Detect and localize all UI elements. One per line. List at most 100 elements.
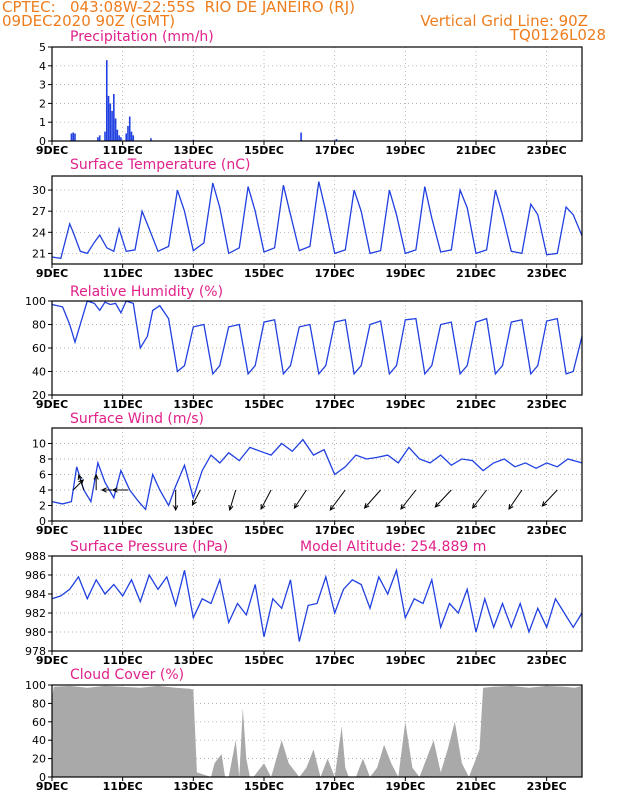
pres-ytick: 984: [25, 588, 46, 601]
pres-ytick: 988: [25, 550, 46, 563]
temp-xtick: 17DEC: [315, 267, 355, 280]
rh-xtick: 9DEC: [36, 398, 68, 411]
pres-ytick: 982: [25, 607, 46, 620]
pres-xtick: 21DEC: [456, 654, 496, 667]
precip-panel: 0 1 2 3 4 5 9DEC 11DEC 13DEC 15DEC 17DEC 19DEC 21DEC…: [36, 29, 583, 157]
pres-ytick: 980: [25, 626, 46, 639]
wind-arrow: [228, 489, 237, 512]
pres-xtick: 9DEC: [36, 654, 68, 667]
header-code: TQ0126L028: [509, 26, 606, 44]
precip-bar: [132, 135, 135, 141]
rh-ytick: 60: [32, 342, 46, 355]
wind-ytick: 0: [39, 515, 46, 528]
precip-bar: [130, 131, 133, 141]
rh-xtick: 17DEC: [315, 398, 355, 411]
temp-xtick: 15DEC: [244, 267, 284, 280]
cloud-frame: [51, 684, 583, 778]
cloud-ytick: 0: [39, 771, 46, 784]
precip-xtick: 17DEC: [315, 144, 355, 157]
wind-xtick: 19DEC: [385, 524, 425, 537]
pres-model-altitude: Model Altitude: 254.889 m: [300, 539, 486, 555]
cloud-panel: 0 20 40 60 80 100 9DEC 11DEC 13DEC 15DEC 17DEC 19DE…: [25, 667, 583, 793]
precip-xtick: 19DEC: [385, 144, 425, 157]
cloud-xtick: 17DEC: [315, 780, 355, 793]
precip-ytick: 3: [39, 79, 46, 92]
precip-bar: [111, 110, 113, 141]
cloud-xtick: 15DEC: [244, 780, 284, 793]
wind-arrow: [111, 487, 128, 493]
temp-xtick: 19DEC: [385, 267, 425, 280]
pres-line: [51, 567, 583, 642]
pres-ytick: 978: [25, 645, 46, 658]
rh-ytick: 40: [32, 366, 46, 379]
precip-ytick: 2: [39, 97, 46, 110]
wind-xtick: 13DEC: [173, 524, 213, 537]
header-date: 09DEC2020 90Z (GMT): [2, 12, 176, 30]
wind-xtick: 21DEC: [456, 524, 496, 537]
precip-bar: [335, 139, 338, 141]
header-station: CPTEC: 043:08W-22:55S RIO DE JANEIRO (RJ…: [2, 0, 355, 16]
temp-ytick: 21: [32, 247, 46, 260]
cloud-xtick: 21DEC: [456, 780, 496, 793]
precip-ytick: 5: [39, 41, 46, 54]
temp-ytick: 30: [32, 184, 46, 197]
precip-xtick: 13DEC: [173, 144, 213, 157]
rh-xtick: 13DEC: [173, 398, 213, 411]
header-grid-note: Vertical Grid Line: 90Z: [420, 12, 588, 30]
cloud-ytick: 40: [32, 734, 46, 747]
temp-xtick: 11DEC: [103, 267, 143, 280]
precip-bar: [114, 118, 117, 141]
wind-xtick: 15DEC: [244, 524, 284, 537]
precip-bar: [74, 133, 76, 141]
precip-bar: [125, 133, 127, 141]
temp-ytick: 27: [32, 205, 46, 218]
wind-xtick: 11DEC: [103, 524, 143, 537]
precip-xtick: 11DEC: [103, 144, 143, 157]
wind-line: [51, 438, 583, 511]
precip-bar: [97, 137, 99, 141]
precip-bar: [98, 135, 101, 141]
cloud-ytick: 100: [25, 679, 46, 692]
precip-title: Precipitation (mm/h): [70, 29, 214, 45]
precip-xtick: 15DEC: [244, 144, 284, 157]
cloud-xtick: 11DEC: [103, 780, 143, 793]
wind-xtick: 17DEC: [315, 524, 355, 537]
wind-arrow: [541, 489, 558, 507]
pres-xtick: 19DEC: [385, 654, 425, 667]
wind-arrow: [77, 473, 85, 491]
wind-panel: 0 2 4 6 8 10 9DEC 11DEC 13DEC 15DEC 17DEC 19DEC 21DE…: [32, 411, 583, 537]
temp-line: [51, 181, 583, 260]
cloud-ytick: 20: [32, 753, 46, 766]
pres-xtick: 23DEC: [527, 654, 567, 667]
rh-line: [51, 300, 583, 376]
rh-xtick: 21DEC: [456, 398, 496, 411]
precip-ytick: 1: [39, 116, 46, 129]
pres-xtick: 13DEC: [173, 654, 213, 667]
wind-arrow: [173, 490, 179, 512]
cloud-area: [52, 685, 582, 777]
precip-bar: [72, 132, 74, 141]
wind-ytick: 2: [39, 500, 46, 513]
wind-arrow: [508, 489, 523, 510]
rh-title: Relative Humidity (%): [70, 284, 223, 300]
precip-bar: [128, 116, 131, 141]
wind-arrow: [191, 489, 201, 507]
temp-xtick: 13DEC: [173, 267, 213, 280]
rh-panel: 20 40 60 80 100 9DEC 11DEC 13DEC 15DEC 17DEC 19DEC…: [25, 284, 583, 411]
cloud-ytick: 60: [32, 716, 46, 729]
rh-xtick: 23DEC: [527, 398, 567, 411]
wind-arrow: [434, 489, 452, 508]
precip-bar: [116, 129, 119, 141]
precip-frame: [51, 46, 583, 142]
cloud-xtick: 13DEC: [173, 780, 213, 793]
wind-arrow: [363, 489, 381, 509]
pres-xtick: 11DEC: [103, 654, 143, 667]
pres-panel: 978 980 982 984 986 988 9DEC 11DEC 13DEC 15DEC 17D…: [25, 539, 583, 667]
temp-panel: 21 24 27 30 9DEC 11DEC 13DEC 15DEC 17DEC 19DEC 21D…: [32, 157, 583, 280]
rh-xtick: 11DEC: [103, 398, 143, 411]
pres-frame: [51, 555, 583, 652]
wind-ytick: 6: [39, 469, 46, 482]
wind-ytick: 8: [39, 453, 46, 466]
precip-bar: [120, 137, 122, 141]
